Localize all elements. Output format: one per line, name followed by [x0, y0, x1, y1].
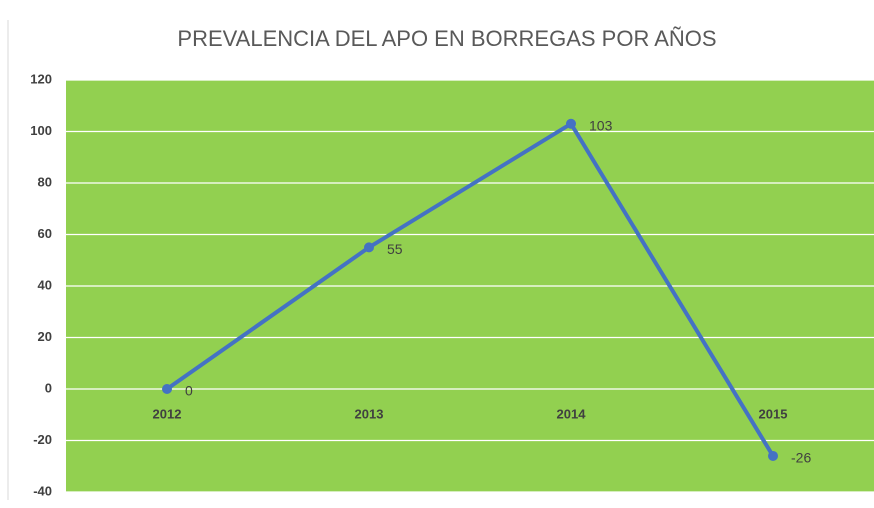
chart-title: PREVALENCIA DEL APO EN BORREGAS POR AÑOS: [177, 26, 716, 51]
data-label: -26: [791, 450, 811, 466]
x-tick-label: 2015: [759, 406, 788, 421]
series-line: [165, 121, 775, 457]
y-tick-label: 100: [30, 123, 52, 138]
data-label: 103: [589, 117, 613, 133]
y-tick-label: -40: [33, 483, 52, 498]
data-point: [566, 118, 576, 129]
y-tick-label: 60: [38, 226, 52, 241]
y-tick-label: 120: [30, 71, 52, 86]
y-tick-label: 80: [38, 174, 52, 189]
x-tick-label: 2012: [153, 406, 182, 421]
data-point: [768, 450, 778, 461]
y-tick-label: 0: [45, 380, 52, 395]
data-point: [162, 384, 172, 394]
data-label: 0: [185, 383, 193, 399]
y-tick-label: 20: [38, 329, 52, 344]
data-point: [364, 242, 374, 253]
data-label: 55: [387, 241, 403, 257]
x-tick-label: 2014: [557, 406, 587, 421]
y-tick-label: 40: [38, 277, 52, 292]
x-tick-label: 2013: [355, 406, 384, 421]
y-tick-label: -20: [33, 432, 52, 447]
